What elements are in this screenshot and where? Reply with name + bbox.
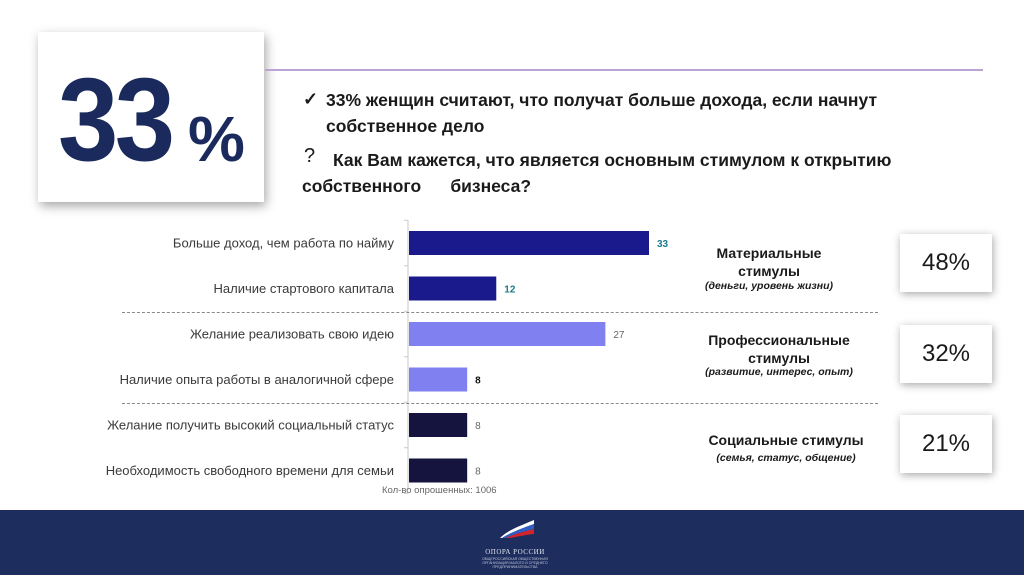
checkmark-icon: ✓ bbox=[303, 89, 319, 109]
data-label: 27 bbox=[613, 330, 625, 341]
data-label: 8 bbox=[475, 467, 481, 478]
group-percent-professional: 32% bbox=[900, 325, 992, 383]
flag-logo-icon bbox=[500, 520, 534, 538]
big-number: 33 bbox=[58, 54, 175, 186]
big-percent-sign: % bbox=[188, 103, 245, 175]
header-divider bbox=[265, 69, 983, 71]
question-line-1: Как Вам кажется, что является основным с… bbox=[333, 150, 892, 170]
big-number-card: 33 % bbox=[38, 32, 264, 202]
footer-bar bbox=[0, 510, 1024, 575]
bar bbox=[409, 413, 468, 437]
question-mark-icon: ? bbox=[304, 145, 316, 167]
category-label: Наличие опыта работы в аналогичной сфере bbox=[120, 372, 394, 387]
data-label: 8 bbox=[475, 421, 481, 432]
group-title-material: Материальные стимулы bbox=[716, 245, 822, 279]
category-label: Необходимость свободного времени для сем… bbox=[106, 463, 394, 478]
bar bbox=[409, 322, 606, 346]
respondents-note: Кол-во опрошенных: 1006 bbox=[382, 485, 497, 496]
group-percent-material: 48% bbox=[900, 234, 992, 292]
statement-line-1: 33% женщин считают, что получат больше д… bbox=[326, 90, 878, 110]
bar bbox=[409, 231, 649, 255]
group-separator bbox=[122, 403, 878, 404]
group-separator bbox=[122, 312, 878, 313]
logo-caption: ОБЩЕРОССИЙСКАЯ ОБЩЕСТВЕННАЯ ОРГАНИЗАЦИЯ … bbox=[482, 557, 548, 569]
statement-line-2: собственное дело bbox=[326, 116, 485, 136]
question-line-2: собственного бизнеса? bbox=[302, 176, 532, 196]
category-label: Желание реализовать свою идею bbox=[190, 327, 394, 342]
bar bbox=[409, 367, 468, 392]
data-label: 8 bbox=[475, 376, 481, 387]
group-subtitle-social: (семья, статус, общение) bbox=[716, 452, 856, 464]
bar-chart: Больше доход, чем работа по найму 33 Налич… bbox=[106, 219, 669, 496]
group-subtitle-material: (деньги, уровень жизни) bbox=[704, 280, 834, 292]
group-subtitle-professional: (развитие, интерес, опыт) bbox=[705, 366, 853, 378]
group-title-social: Социальные стимулы bbox=[708, 432, 864, 448]
group-title-professional: Профессиональные стимулы bbox=[708, 332, 850, 366]
category-label: Наличие стартового капитала bbox=[213, 281, 394, 296]
category-label: Больше доход, чем работа по найму bbox=[173, 236, 395, 251]
data-label: 33 bbox=[657, 239, 669, 250]
logo-name: ОПОРА РОССИИ bbox=[485, 548, 545, 556]
group-percent-social: 21% bbox=[900, 415, 992, 473]
category-label: Желание получить высокий социальный стат… bbox=[107, 418, 394, 433]
bar bbox=[409, 276, 497, 301]
bar bbox=[409, 458, 468, 483]
data-label: 12 bbox=[504, 285, 516, 296]
